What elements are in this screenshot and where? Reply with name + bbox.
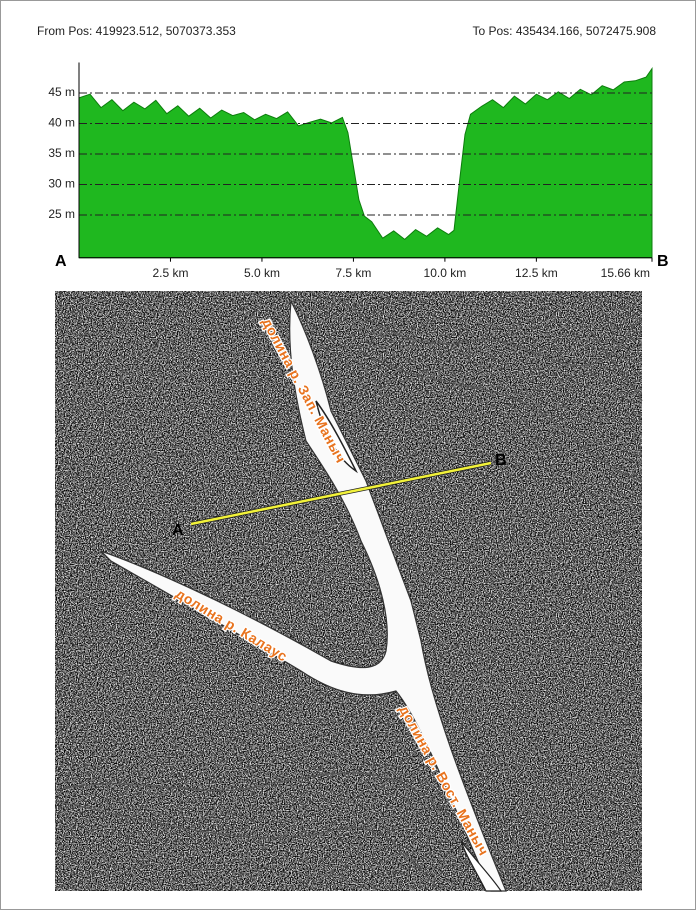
- valley-floor: [315, 400, 358, 474]
- to-pos: To Pos: 435434.166, 5072475.908: [473, 24, 657, 38]
- y-tick-label: 35 m: [48, 146, 75, 160]
- map: A B долина р. Зап. Маныч долина р. Калау…: [54, 291, 643, 892]
- from-pos: From Pos: 419923.512, 5070373.353: [37, 24, 236, 38]
- x-tick-label: 12.5 km: [515, 266, 558, 280]
- x-tick-label: 10.0 km: [424, 266, 467, 280]
- x-tick-label: 15.66 km: [601, 266, 650, 280]
- y-tick-label: 40 m: [48, 116, 75, 130]
- x-tick-label: 2.5 km: [152, 266, 188, 280]
- terrain-texture: [55, 291, 642, 891]
- y-tick-label: 45 m: [48, 85, 75, 99]
- valley-floor: [460, 840, 503, 892]
- profile-line: [190, 461, 492, 526]
- y-tick-label: 30 m: [48, 177, 75, 191]
- point-label: A: [172, 522, 184, 539]
- y-tick-label: 25 m: [48, 207, 75, 221]
- elevation-area: [78, 67, 653, 259]
- start-label: A: [55, 253, 67, 270]
- end-label: B: [657, 253, 669, 270]
- x-tick-label: 7.5 km: [335, 266, 371, 280]
- valley-shape: [100, 298, 507, 892]
- x-tick-label: 5.0 km: [244, 266, 280, 280]
- point-label: B: [495, 452, 507, 469]
